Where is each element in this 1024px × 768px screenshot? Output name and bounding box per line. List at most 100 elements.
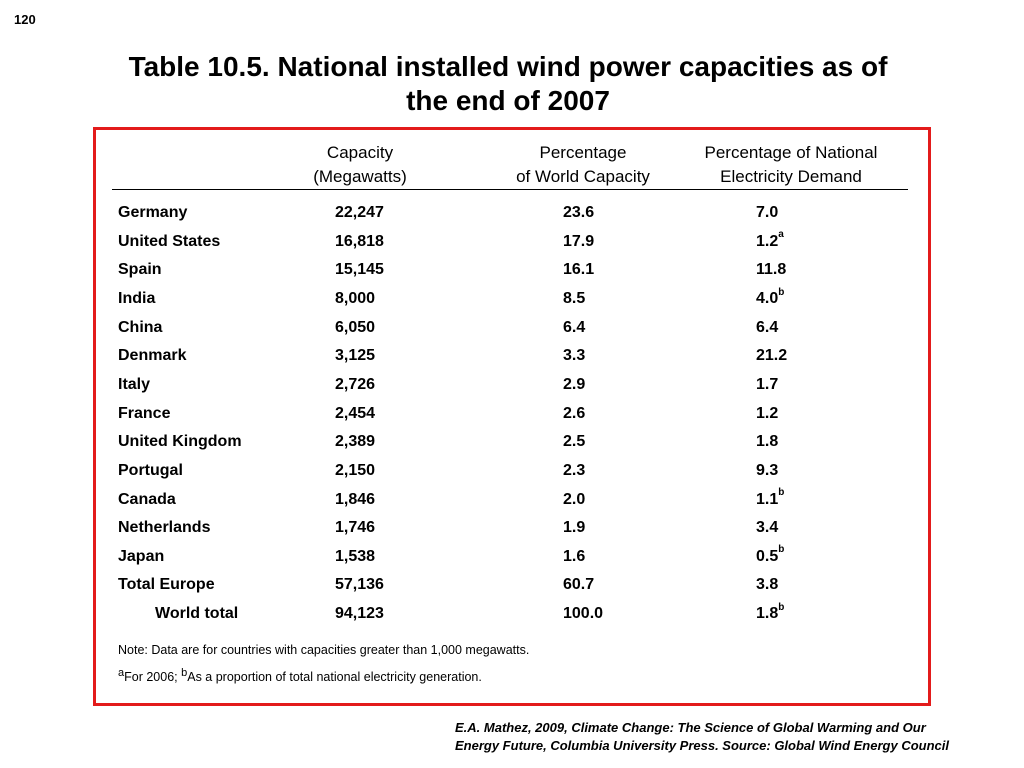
world-percentage-cell: 100.0	[563, 605, 604, 623]
country-cell: Italy	[118, 375, 151, 393]
national-percentage-value: 3.4	[756, 519, 779, 537]
world-percentage-cell: 1.9	[563, 519, 586, 537]
world-percentage-cell: 17.9	[563, 232, 595, 250]
footnote-marker: b	[778, 601, 785, 613]
table-row: China 6,050 6.4 6.4	[96, 318, 928, 346]
world-percentage-cell: 6.4	[563, 318, 586, 336]
source-credit-line2: Energy Future, Columbia University Press…	[455, 738, 949, 753]
country-cell: Netherlands	[118, 519, 211, 537]
country-cell: Portugal	[118, 461, 183, 479]
national-percentage-value: 0.5	[756, 547, 779, 565]
footnote-a-marker: a	[118, 667, 125, 679]
source-credit: E.A. Mathez, 2009, Climate Change: The S…	[455, 719, 1015, 755]
table-row: Japan 1,538 1.6 0.5b	[96, 544, 928, 575]
national-percentage-cell: 1.8	[756, 432, 778, 452]
capacity-cell: 57,136	[335, 576, 384, 594]
header-national-percentage-line2: Electricity Demand	[720, 167, 862, 186]
table-title-line2: the end of 2007	[406, 85, 610, 116]
table-title: Table 10.5. National installed wind powe…	[0, 50, 1016, 118]
capacity-cell: 2,726	[335, 375, 376, 393]
world-percentage-cell: 2.5	[563, 433, 586, 451]
capacity-cell: 8,000	[335, 289, 376, 307]
table-row: Canada 1,846 2.0 1.1b	[96, 487, 928, 518]
national-percentage-value: 1.7	[756, 375, 779, 393]
world-percentage-cell: 1.6	[563, 547, 586, 565]
table-row: Spain 15,145 16.1 11.8	[96, 260, 928, 288]
national-percentage-value: 21.2	[756, 347, 788, 365]
footnote-marker: b	[778, 487, 785, 499]
country-cell: India	[118, 289, 156, 307]
footnote-marker: b	[778, 544, 785, 556]
capacity-cell: 2,389	[335, 433, 376, 451]
national-percentage-value: 6.4	[756, 318, 779, 336]
country-cell: Japan	[118, 547, 165, 565]
national-percentage-value: 1.2	[756, 232, 779, 250]
table-row: Total Europe 57,136 60.7 3.8	[96, 575, 928, 603]
national-percentage-cell: 7.0	[756, 203, 778, 223]
table-row: India 8,000 8.5 4.0b	[96, 286, 928, 317]
table-row: United Kingdom 2,389 2.5 1.8	[96, 432, 928, 460]
footnote-a-text: For 2006;	[124, 670, 182, 685]
national-percentage-value: 11.8	[756, 261, 787, 279]
national-percentage-cell: 1.8b	[756, 601, 785, 624]
header-capacity: Capacity (Megawatts)	[280, 141, 440, 189]
world-percentage-cell: 2.3	[563, 461, 586, 479]
header-divider	[112, 189, 908, 190]
header-national-percentage: Percentage of National Electricity Deman…	[681, 141, 901, 189]
footnote-marker: b	[778, 286, 785, 298]
table-row: United States 16,818 17.9 1.2a	[96, 229, 928, 260]
header-capacity-line1: Capacity	[326, 143, 394, 162]
national-percentage-value: 7.0	[756, 204, 779, 221]
national-percentage-cell: 21.2	[756, 346, 787, 366]
table-row: Netherlands 1,746 1.9 3.4	[96, 518, 928, 546]
national-percentage-cell: 3.4	[756, 518, 778, 538]
header-world-percentage-line2: of World Capacity	[516, 167, 650, 186]
country-cell: China	[118, 318, 163, 336]
table-row: Germany 22,247 23.6 7.0	[96, 203, 928, 231]
world-percentage-cell: 8.5	[563, 289, 586, 307]
world-percentage-cell: 2.6	[563, 404, 586, 422]
country-cell: Denmark	[118, 347, 187, 365]
capacity-cell: 1,846	[335, 490, 376, 508]
national-percentage-cell: 1.7	[756, 375, 778, 395]
national-percentage-value: 1.8	[756, 605, 779, 623]
world-percentage-cell: 16.1	[563, 261, 595, 279]
table-frame: Capacity (Megawatts) Percentage of World…	[93, 127, 931, 706]
footnote-b-text: As a proportion of total national electr…	[187, 670, 482, 685]
capacity-cell: 3,125	[335, 347, 376, 365]
capacity-cell: 16,818	[335, 232, 384, 250]
footnote-marker: a	[778, 229, 784, 241]
country-cell: Canada	[118, 490, 176, 508]
national-percentage-cell: 3.8	[756, 575, 778, 595]
capacity-cell: 2,150	[335, 461, 376, 479]
national-percentage-value: 1.8	[756, 433, 779, 451]
footnote-b-marker: b	[181, 667, 188, 679]
capacity-cell: 94,123	[335, 605, 384, 623]
table-title-line1: Table 10.5. National installed wind powe…	[128, 51, 888, 82]
country-cell: World total	[155, 605, 239, 623]
table-row: Italy 2,726 2.9 1.7	[96, 375, 928, 403]
table-footnotes: aFor 2006; bAs a proportion of total nat…	[118, 665, 482, 685]
header-national-percentage-line1: Percentage of National	[704, 143, 878, 162]
national-percentage-value: 9.3	[756, 461, 779, 479]
table-row: France 2,454 2.6 1.2	[96, 404, 928, 432]
national-percentage-cell: 6.4	[756, 318, 778, 338]
header-world-percentage-line1: Percentage	[539, 143, 627, 162]
national-percentage-value: 1.2	[756, 404, 779, 422]
national-percentage-cell: 1.2a	[756, 229, 784, 252]
national-percentage-cell: 0.5b	[756, 544, 785, 567]
national-percentage-value: 1.1	[756, 490, 779, 508]
capacity-cell: 6,050	[335, 318, 376, 336]
country-cell: United Kingdom	[118, 433, 242, 451]
national-percentage-cell: 1.1b	[756, 487, 785, 510]
national-percentage-value: 4.0	[756, 289, 779, 307]
country-cell: Spain	[118, 261, 162, 279]
world-percentage-cell: 3.3	[563, 347, 586, 365]
source-credit-line1: E.A. Mathez, 2009, Climate Change: The S…	[455, 720, 926, 735]
table-note: Note: Data are for countries with capaci…	[118, 643, 530, 657]
table-row: Denmark 3,125 3.3 21.2	[96, 346, 928, 374]
national-percentage-cell: 11.8	[756, 260, 786, 280]
world-percentage-cell: 23.6	[563, 204, 595, 221]
capacity-cell: 1,538	[335, 547, 376, 565]
country-cell: Germany	[118, 204, 188, 221]
